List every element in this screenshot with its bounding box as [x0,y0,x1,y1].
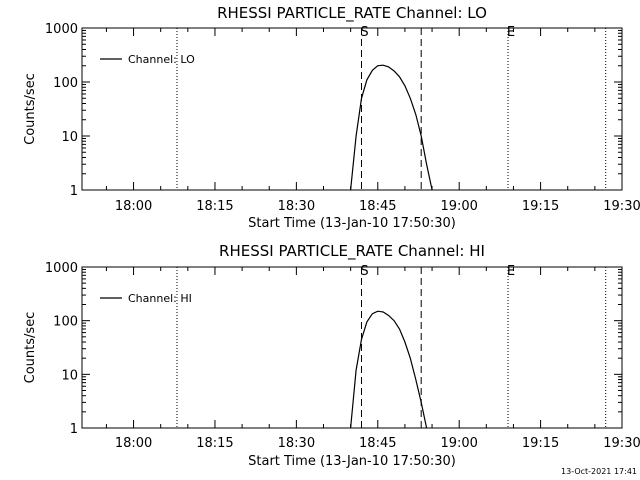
x-tick-label: 18:15 [196,199,233,214]
footer-timestamp: 13-Oct-2021 17:41 [561,467,637,476]
plot-frame [81,266,623,429]
chart-panel-hi: RHESSI PARTICLE_RATE Channel: HI 18:00 18:… [23,242,640,469]
chart-panel-lo: RHESSI PARTICLE_RATE Channel: LO 18:00 18:… [23,4,640,231]
y-tick-label: 1 [70,422,78,437]
x-tick-label: 18:15 [196,436,233,451]
x-tick-label: 18:30 [278,436,315,451]
series-line [350,310,428,429]
x-tick-label: 19:00 [440,199,477,214]
x-axis-label: Start Time (13-Jan-10 17:50:30) [248,216,456,231]
y-tick-label: 100 [53,315,78,330]
chart-title: RHESSI PARTICLE_RATE Channel: HI [219,242,485,261]
x-tick-label: 18:00 [115,199,152,214]
x-axis-label: Start Time (13-Jan-10 17:50:30) [248,454,456,469]
y-tick-label: 10 [61,130,78,145]
x-tick-label: 18:00 [115,436,152,451]
y-tick-label: 100 [53,76,78,91]
marker-label-e: E [507,25,515,40]
chart-title: RHESSI PARTICLE_RATE Channel: LO [217,4,487,23]
legend-label: Channel: HI [128,292,192,305]
x-tick-label: 19:30 [603,199,640,214]
y-tick-label: 10 [61,368,78,383]
y-axis-label: Counts/sec [23,312,38,384]
marker-label-s: S [360,264,368,279]
x-tick-label: 18:45 [359,199,396,214]
x-tick-label: 19:15 [522,199,559,214]
marker-label-s: S [360,25,368,40]
legend-label: Channel: LO [128,53,195,66]
y-axis-label: Counts/sec [23,73,38,145]
marker-label-e: E [507,264,515,279]
y-tick-label: 1000 [45,261,78,276]
x-tick-label: 19:00 [440,436,477,451]
x-tick-label: 19:30 [603,436,640,451]
y-tick-label: 1000 [45,22,78,37]
x-tick-label: 19:15 [522,436,559,451]
series-line [350,64,433,191]
x-tick-label: 18:30 [278,199,315,214]
y-tick-label: 1 [70,184,78,199]
x-tick-label: 18:45 [359,436,396,451]
plot-frame [81,27,623,191]
